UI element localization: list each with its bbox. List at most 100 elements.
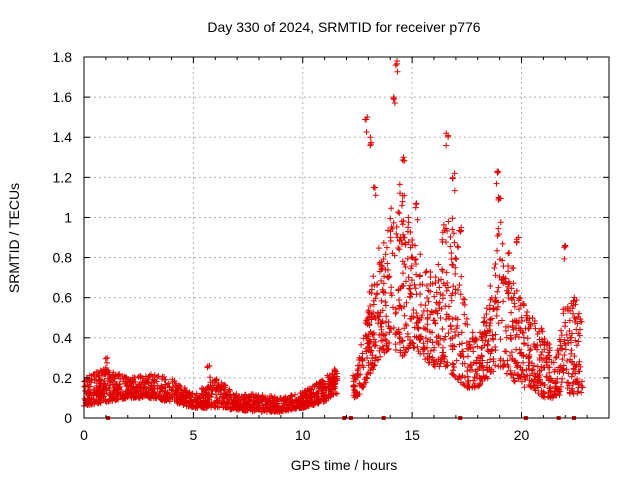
data-point [107, 378, 114, 385]
data-point [382, 336, 389, 343]
data-point [283, 407, 290, 414]
data-point [145, 394, 152, 401]
data-point [239, 393, 246, 400]
data-point [401, 261, 408, 268]
data-point [192, 398, 199, 405]
data-point [492, 272, 499, 279]
data-point [107, 389, 114, 396]
data-point [536, 336, 543, 343]
data-point [354, 367, 361, 374]
peak-point [457, 228, 464, 235]
data-point [467, 344, 474, 351]
data-point [362, 379, 369, 386]
data-point [417, 350, 424, 357]
data-point [366, 330, 373, 337]
data-point [494, 306, 501, 313]
data-point [442, 303, 449, 310]
data-point [378, 337, 385, 344]
data-point [405, 274, 412, 281]
data-point [370, 301, 377, 308]
data-point [267, 408, 274, 415]
data-point [199, 390, 206, 397]
data-point [225, 388, 232, 395]
data-point [437, 335, 444, 342]
data-point [532, 325, 539, 332]
data-point [403, 322, 410, 329]
data-point [560, 365, 567, 372]
data-point [407, 265, 414, 272]
data-point [502, 323, 509, 330]
data-point [477, 355, 484, 362]
data-point [166, 384, 173, 391]
data-point [557, 338, 564, 345]
data-point [551, 368, 558, 375]
data-point [574, 320, 581, 327]
data-point [479, 330, 486, 337]
data-point [450, 361, 457, 368]
data-point [518, 317, 525, 324]
data-point [466, 364, 473, 371]
data-point [523, 366, 530, 373]
data-point [469, 384, 476, 391]
data-point [526, 359, 533, 366]
data-point [457, 291, 464, 298]
data-point [507, 367, 514, 374]
data-point [538, 325, 545, 332]
data-point [501, 279, 508, 286]
data-point [503, 370, 510, 377]
data-point [371, 281, 378, 288]
data-point [211, 377, 218, 384]
data-point [115, 385, 122, 392]
data-point [564, 379, 571, 386]
data-point [408, 254, 415, 261]
data-point [423, 268, 430, 275]
data-point [536, 376, 543, 383]
data-point [369, 313, 376, 320]
data-point [571, 314, 578, 321]
data-point [435, 340, 442, 347]
data-point [503, 334, 510, 341]
data-point [369, 352, 376, 359]
data-point [578, 382, 585, 389]
data-point [506, 280, 513, 287]
data-point [433, 299, 440, 306]
data-point [399, 258, 406, 265]
data-point [477, 380, 484, 387]
data-point [396, 297, 403, 304]
data-point [212, 403, 219, 410]
data-point [528, 384, 535, 391]
data-point [408, 263, 415, 270]
y-tick-label: 1.4 [53, 129, 73, 145]
data-point [437, 360, 444, 367]
data-point [431, 293, 438, 300]
data-point [427, 347, 434, 354]
peak-point [394, 68, 401, 75]
data-point [104, 368, 111, 375]
data-point [486, 322, 493, 329]
data-point [360, 335, 367, 342]
data-point [566, 382, 573, 389]
data-point [541, 394, 548, 401]
data-point [378, 297, 385, 304]
data-point [401, 312, 408, 319]
data-point [227, 402, 234, 409]
data-point [509, 355, 516, 362]
data-point [154, 385, 161, 392]
data-point [453, 357, 460, 364]
data-point [368, 365, 375, 372]
data-point [423, 335, 430, 342]
data-point [546, 356, 553, 363]
data-point [332, 389, 339, 396]
data-point [430, 317, 437, 324]
data-point [425, 287, 432, 294]
data-point [404, 255, 411, 262]
data-point [546, 385, 553, 392]
plot-frame [83, 56, 610, 419]
data-point [374, 310, 381, 317]
data-point [364, 340, 371, 347]
peak-point [392, 62, 399, 69]
data-point [392, 347, 399, 354]
data-point [399, 353, 406, 360]
data-point [372, 295, 379, 302]
data-point [369, 331, 376, 338]
